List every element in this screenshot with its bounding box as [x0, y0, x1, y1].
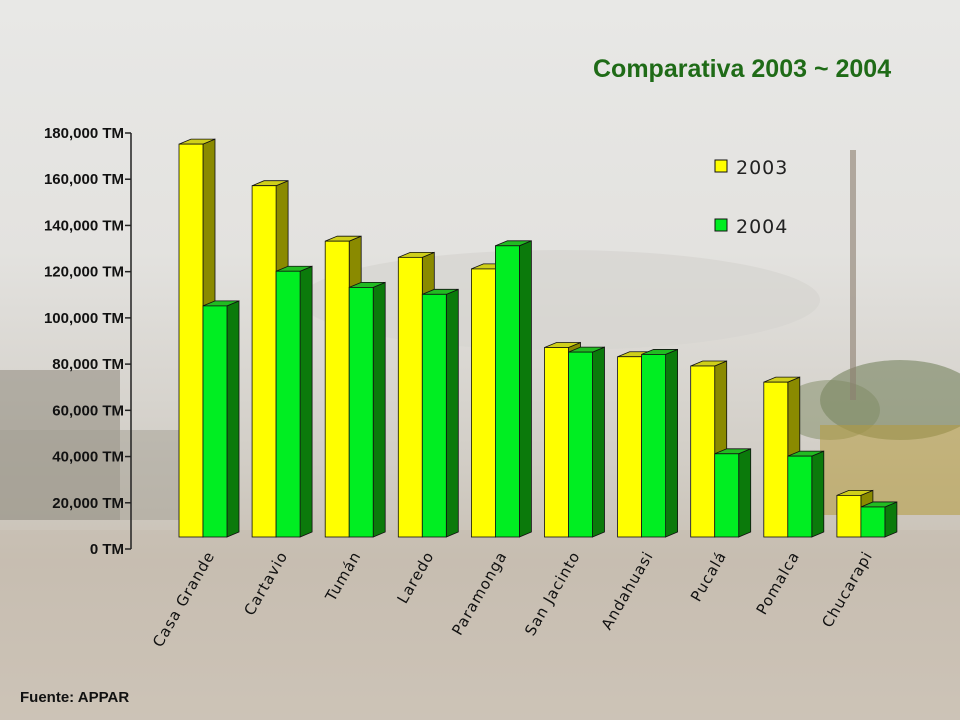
source-note: Fuente: APPAR — [20, 689, 130, 706]
bar-2004 — [568, 346, 605, 538]
x-category-label: Casa Grande — [149, 548, 218, 650]
bar-2004 — [421, 288, 459, 538]
y-tick-label: 80,000 TM — [52, 356, 124, 373]
x-category-label: Pomalca — [753, 548, 804, 618]
legend-label: 2004 — [736, 216, 788, 238]
x-category-label: Andahuasi — [598, 548, 657, 633]
bar-2003 — [690, 360, 728, 538]
x-category-label: Tumán — [321, 548, 364, 605]
x-category-label: Pucalá — [687, 548, 730, 605]
x-category-label: Chucarapi — [818, 548, 876, 631]
x-category-label: Paramonga — [448, 548, 511, 638]
chart-title: Comparativa 2003 ~ 2004 — [593, 55, 892, 83]
bar-2004 — [787, 450, 825, 538]
bar-2004 — [275, 265, 313, 538]
bar-2004 — [202, 300, 240, 538]
y-tick-label: 60,000 TM — [52, 402, 124, 419]
x-category-label: Laredo — [394, 548, 438, 607]
y-tick-label: 120,000 TM — [44, 264, 124, 281]
bar-2004 — [348, 281, 386, 538]
legend-swatch — [714, 218, 728, 232]
y-tick-label: 140,000 TM — [44, 217, 124, 234]
x-category-label: San Jacinto — [521, 548, 584, 639]
y-tick-label: 180,000 TM — [44, 125, 124, 142]
bar-2004 — [641, 348, 678, 538]
x-category-label: Cartavio — [240, 548, 291, 619]
legend-swatch — [714, 159, 728, 173]
bar-2004 — [494, 240, 532, 538]
legend-label: 2003 — [736, 157, 788, 179]
y-tick-label: 160,000 TM — [44, 171, 124, 188]
y-tick-label: 20,000 TM — [52, 495, 124, 512]
y-tick-label: 40,000 TM — [52, 449, 124, 466]
bar-2004 — [860, 501, 898, 538]
bar-2004 — [714, 448, 752, 538]
y-tick-label: 0 TM — [90, 541, 124, 558]
y-tick-label: 100,000 TM — [44, 310, 124, 327]
